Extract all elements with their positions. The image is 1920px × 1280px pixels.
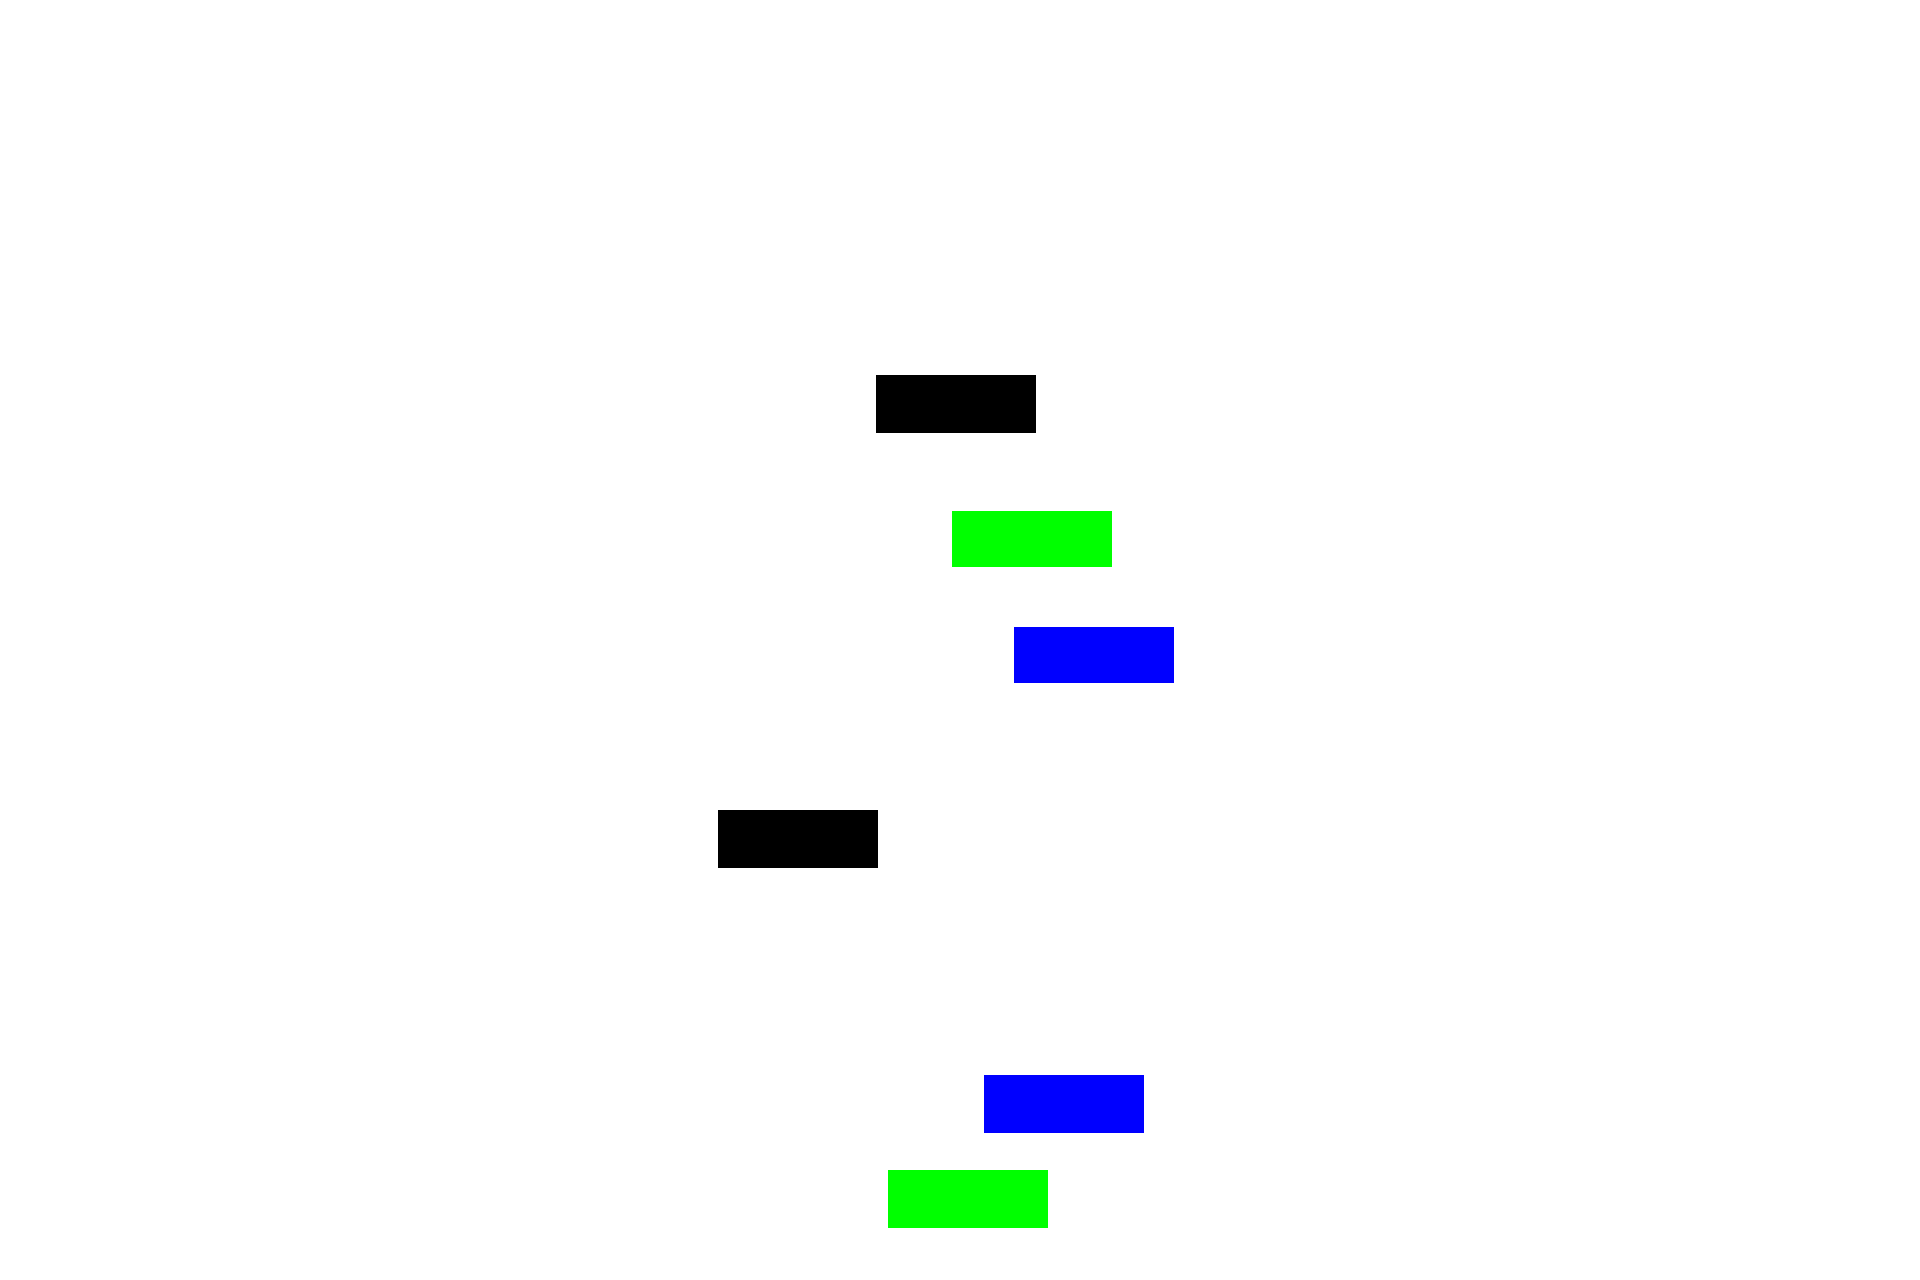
rect-5 (888, 1170, 1048, 1228)
rect-4 (984, 1075, 1144, 1133)
rect-3 (718, 810, 878, 868)
rect-1 (952, 511, 1112, 567)
diagram-canvas (0, 0, 1920, 1280)
rect-0 (876, 375, 1036, 433)
rect-2 (1014, 627, 1174, 683)
